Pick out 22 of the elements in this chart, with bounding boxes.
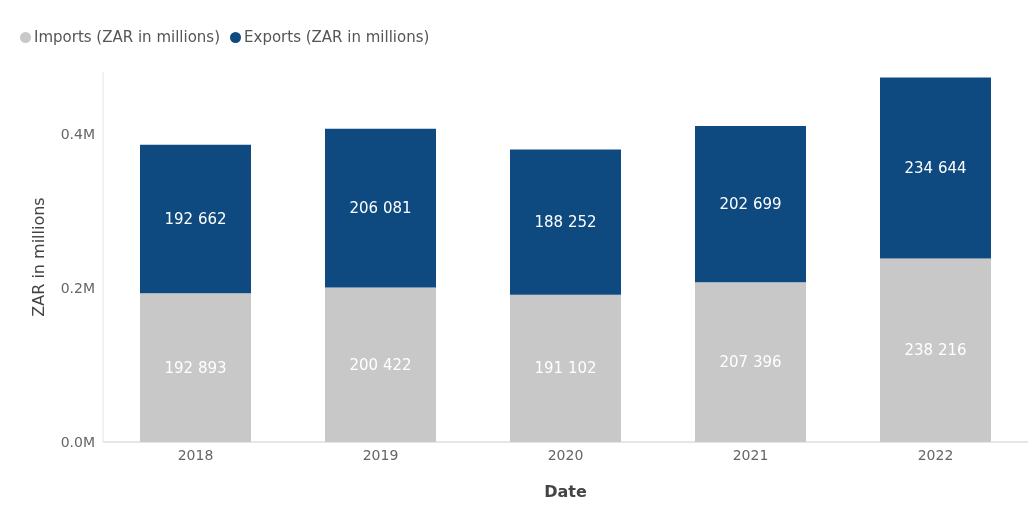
bar: [695, 125, 806, 283]
data-label: 192 662: [164, 210, 227, 229]
y-tick-label: 0.0M: [60, 433, 95, 450]
data-label: 206 081: [349, 199, 412, 218]
x-axis-title: Date: [544, 482, 587, 501]
legend-label: Exports (ZAR in millions): [243, 27, 430, 48]
bar: [325, 128, 436, 288]
x-tick-label: 2018: [177, 446, 214, 463]
x-tick-label: 2022: [917, 446, 954, 463]
bar: [140, 144, 251, 294]
data-label: 202 699: [719, 195, 782, 214]
legend-label: Imports (ZAR in millions): [33, 27, 221, 48]
x-tick-label: 2021: [732, 446, 769, 463]
data-label: 188 252: [534, 213, 597, 232]
x-tick-label: 2020: [547, 446, 584, 463]
y-axis-title: ZAR in millions: [28, 197, 48, 317]
bar: [510, 149, 621, 295]
x-tick-label: 2019: [362, 446, 399, 463]
y-tick-label: 0.2M: [60, 279, 95, 296]
data-label: 234 644: [904, 158, 967, 177]
y-tick-label: 0.4M: [60, 125, 95, 142]
bar: [880, 77, 991, 259]
